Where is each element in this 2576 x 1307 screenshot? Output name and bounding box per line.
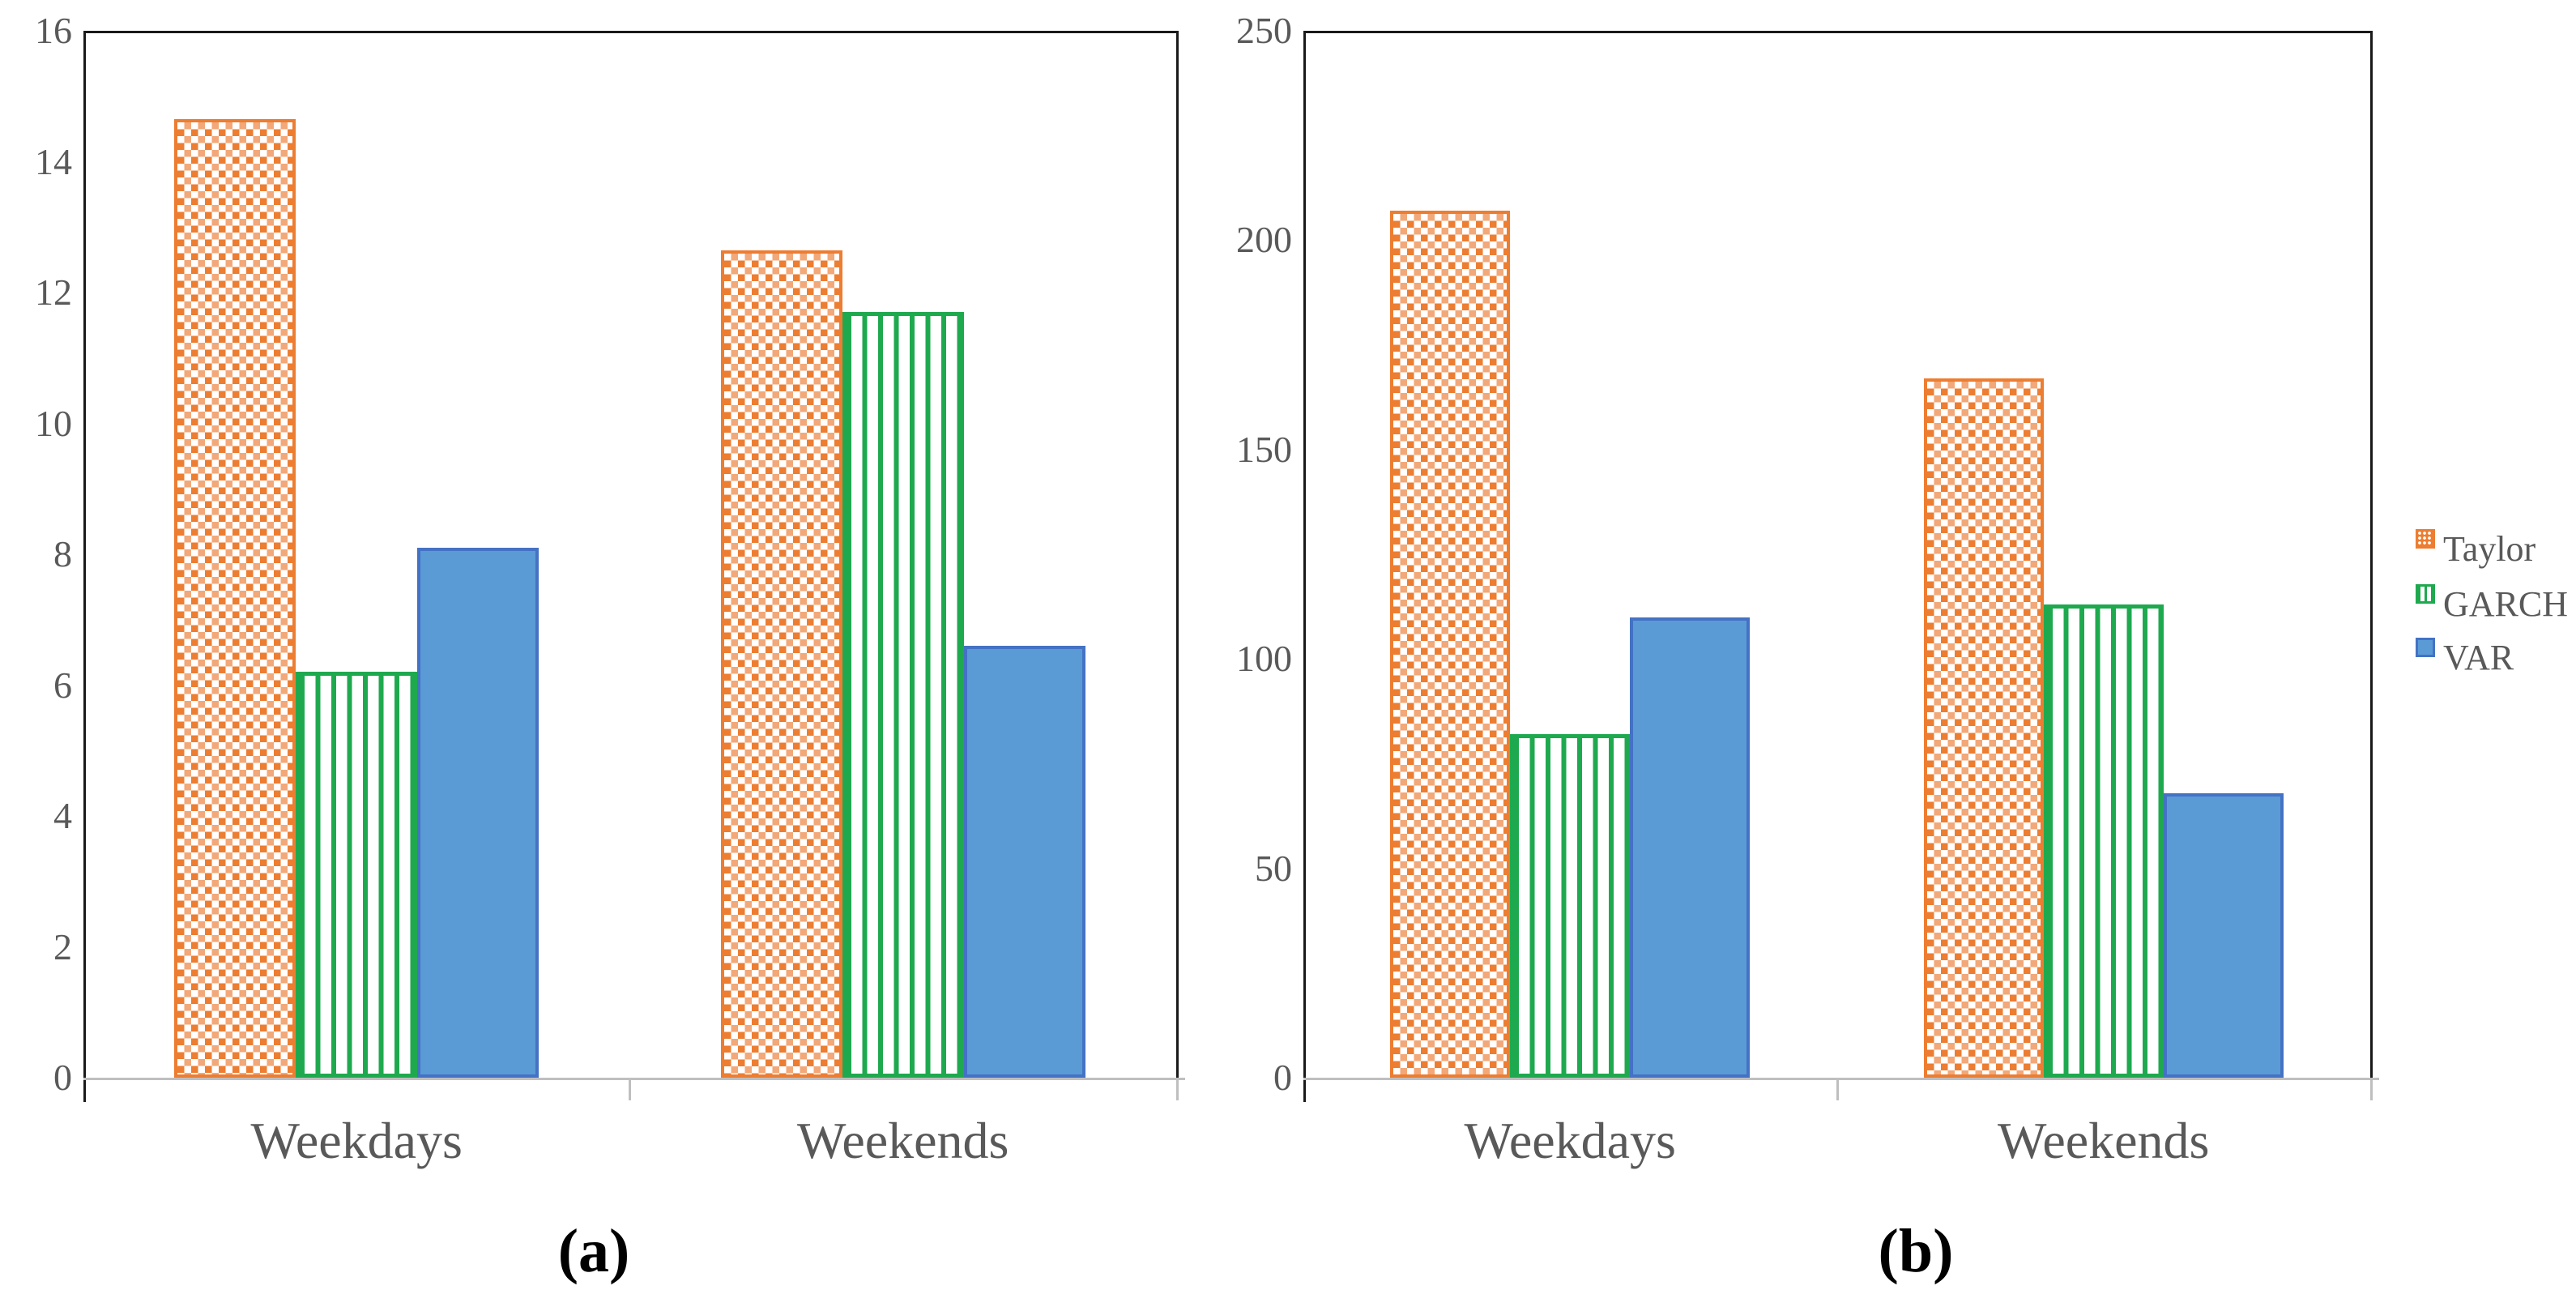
legend-label-taylor: Taylor (2443, 529, 2536, 569)
chart-a-bar-taylor-weekdays (174, 119, 296, 1078)
chart-b-y-tick-label-100: 100 (1236, 638, 1292, 680)
chart-b-y-tick-label-0: 0 (1273, 1057, 1292, 1098)
chart-b-bar-var-weekends (2163, 792, 2284, 1078)
chart-b-bar-var-weekdays (1630, 617, 1751, 1078)
chart-a-y-tick-label-4: 4 (53, 795, 72, 836)
chart-b-y-tick-label-200: 200 (1236, 219, 1292, 261)
chart-a-y-tick-label-12: 12 (35, 271, 72, 313)
chart-a-y-tick-label-6: 6 (53, 664, 72, 706)
chart-b-top-border (1303, 31, 2373, 33)
chart-a-caption: (a) (557, 1217, 630, 1285)
chart-a-x-tick-center (629, 1078, 631, 1100)
chart-b-right-border (2370, 31, 2373, 1078)
chart-b-x-tick-center (1836, 1078, 1839, 1100)
chart-b-caption: (b) (1878, 1217, 1954, 1285)
chart-b-y-tick-label-250: 250 (1236, 10, 1292, 51)
legend-label-var: VAR (2443, 638, 2514, 677)
chart-a-x-axis (83, 1078, 1185, 1080)
chart-a-y-axis (83, 31, 86, 1102)
chart-b-x-axis (1303, 1078, 2379, 1080)
chart-a-y-tick-label-10: 10 (35, 402, 72, 444)
var-swatch-icon (2416, 638, 2435, 657)
chart-a-category-label-weekends: Weekends (797, 1112, 1009, 1169)
chart-a-right-border (1176, 31, 1179, 1078)
chart-b-y-tick-label-50: 50 (1255, 847, 1292, 889)
chart-a-y-tick-label-8: 8 (53, 533, 72, 574)
garch-swatch-icon (2416, 584, 2435, 604)
chart-b-x-tick-right (2370, 1078, 2373, 1100)
chart-a-bar-garch-weekends (842, 312, 964, 1078)
chart-a-category-label-weekdays: Weekdays (250, 1112, 463, 1169)
chart-a-top-border (83, 31, 1179, 33)
chart-a-y-tick-label-2: 2 (53, 925, 72, 967)
chart-a-y-tick-label-0: 0 (53, 1057, 72, 1098)
chart-b-category-label-weekdays: Weekdays (1464, 1112, 1676, 1169)
chart-b-y-axis (1303, 31, 1306, 1102)
chart-a-bar-var-weekends (963, 646, 1085, 1078)
chart-a-y-tick-label-14: 14 (35, 140, 72, 182)
chart-a-bar-taylor-weekends (720, 250, 842, 1078)
legend-label-garch: GARCH (2443, 584, 2569, 624)
taylor-swatch-icon (2416, 529, 2435, 549)
chart-b-y-tick-label-150: 150 (1236, 428, 1292, 470)
chart-a-y-tick-label-16: 16 (35, 10, 72, 51)
chart-a-x-tick-right (1176, 1078, 1179, 1100)
chart-a-bar-garch-weekdays (296, 672, 418, 1078)
chart-b-category-label-weekends: Weekends (1998, 1112, 2210, 1169)
chart-b-bar-taylor-weekdays (1390, 211, 1511, 1078)
chart-b-bar-garch-weekends (2043, 604, 2164, 1078)
chart-a-bar-var-weekdays (417, 547, 540, 1078)
chart-b-bar-garch-weekdays (1510, 734, 1631, 1078)
chart-b-bar-taylor-weekends (1923, 378, 2044, 1078)
